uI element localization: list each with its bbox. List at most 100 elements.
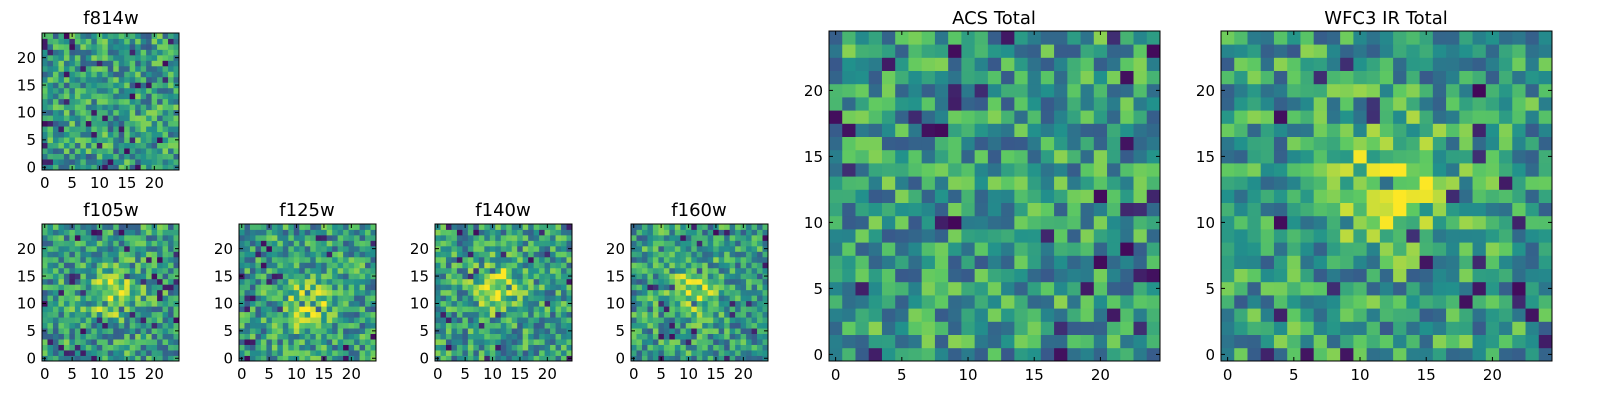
heatmap-cell	[489, 267, 496, 274]
heatmap-cell	[740, 328, 747, 334]
heatmap-cell	[1499, 57, 1513, 71]
heatmap-cell	[1446, 229, 1460, 243]
heatmap-cell	[173, 71, 180, 78]
heatmap-cell	[921, 44, 936, 58]
heatmap-cell	[168, 164, 174, 171]
heatmap-cell	[337, 289, 344, 296]
heatmap-cell	[566, 339, 573, 345]
heatmap-cell	[162, 98, 169, 105]
heatmap-cell	[829, 189, 843, 203]
heatmap-cell	[244, 289, 251, 296]
heatmap-cell	[107, 43, 114, 50]
heatmap-cell	[550, 284, 556, 291]
heatmap-cell	[500, 267, 507, 274]
heatmap-cell	[47, 300, 54, 307]
heatmap-cell	[52, 300, 59, 307]
heatmap-cell	[561, 355, 567, 362]
heatmap-cell	[987, 215, 1002, 230]
heatmap-cell	[674, 311, 681, 318]
heatmap-cell	[299, 229, 306, 236]
heatmap-cell	[440, 284, 447, 291]
heatmap-cell	[299, 333, 306, 340]
heatmap-cell	[102, 54, 109, 61]
heatmap-cell	[113, 142, 120, 149]
heatmap-cell	[528, 295, 535, 302]
heatmap-cell	[751, 240, 758, 247]
heatmap-cell	[293, 229, 300, 236]
heatmap-cell	[102, 224, 109, 230]
heatmap-cell	[343, 311, 349, 318]
heatmap-cell	[456, 278, 463, 285]
heatmap-cell	[855, 70, 870, 85]
heatmap-cell	[908, 31, 923, 45]
heatmap-cell	[173, 120, 180, 127]
heatmap-cell	[921, 242, 936, 256]
heatmap-cell	[1313, 149, 1328, 164]
heatmap-cell	[842, 83, 856, 98]
heatmap-cell	[1313, 215, 1328, 230]
heatmap-cell	[1093, 97, 1108, 111]
heatmap-cell	[271, 295, 278, 302]
heatmap-cell	[495, 289, 502, 296]
heatmap-cell	[724, 322, 731, 329]
heatmap-cell	[1366, 308, 1381, 322]
heatmap-cell	[244, 317, 251, 324]
heatmap-cell	[124, 278, 131, 285]
heatmap-cell	[271, 322, 278, 329]
heatmap-cell	[868, 281, 883, 296]
heatmap-cell	[1247, 242, 1262, 256]
heatmap-cell	[1472, 44, 1487, 58]
heatmap-cell	[113, 322, 120, 329]
heatmap-cell	[151, 104, 158, 111]
heatmap-cell	[1067, 110, 1081, 124]
x-tick-label: 0	[433, 365, 443, 383]
heatmap-cell	[151, 229, 158, 236]
heatmap-cell	[1067, 281, 1081, 296]
heatmap-cell	[135, 120, 142, 127]
heatmap-cell	[1014, 163, 1028, 177]
heatmap-cell	[260, 273, 267, 280]
heatmap-cell	[1080, 202, 1095, 217]
heatmap-cell	[566, 234, 573, 241]
heatmap-cell	[118, 311, 125, 318]
heatmap-cell	[80, 328, 87, 334]
heatmap-cell	[517, 333, 524, 340]
heatmap-cell	[113, 93, 120, 100]
heatmap-cell	[260, 355, 267, 362]
heatmap-cell	[63, 153, 70, 160]
heatmap-cell	[1133, 57, 1148, 71]
heatmap-cell	[249, 240, 256, 247]
heatmap-cell	[647, 306, 654, 313]
heatmap-cell	[124, 153, 131, 160]
heatmap-cell	[282, 333, 289, 340]
heatmap-cell	[762, 251, 769, 258]
heatmap-wfc3-ir-total	[1221, 31, 1553, 362]
heatmap-cell	[299, 300, 306, 307]
heatmap-cell	[544, 306, 551, 313]
heatmap-cell	[1353, 123, 1368, 137]
heatmap-cell	[118, 317, 125, 324]
heatmap-cell	[829, 163, 843, 177]
heatmap-cell	[484, 251, 491, 258]
heatmap-cell	[663, 289, 670, 296]
heatmap-cell	[102, 273, 109, 280]
heatmap-cell	[948, 202, 962, 217]
heatmap-cell	[168, 311, 174, 318]
heatmap-cell	[332, 234, 339, 241]
heatmap-cell	[1525, 97, 1540, 111]
heatmap-cell	[663, 224, 670, 230]
heatmap-cell	[762, 322, 769, 329]
heatmap-cell	[1054, 97, 1068, 111]
heatmap-cell	[124, 71, 131, 78]
heatmap-cell	[1313, 70, 1328, 85]
heatmap-cell	[948, 70, 962, 85]
heatmap-cell	[260, 306, 267, 313]
heatmap-cell	[146, 355, 152, 362]
heatmap-cell	[135, 60, 142, 67]
heatmap-cell	[1393, 97, 1407, 111]
heatmap-cell	[299, 251, 306, 258]
heatmap-cell	[244, 306, 251, 313]
heatmap-cell	[271, 328, 278, 334]
heatmap-cell	[961, 347, 976, 362]
heatmap-cell	[113, 131, 120, 138]
